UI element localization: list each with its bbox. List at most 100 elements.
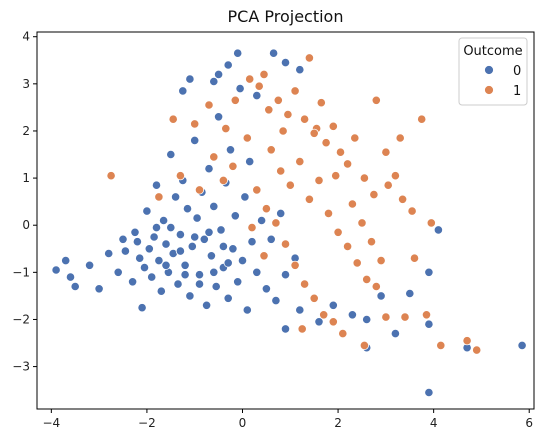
data-point-outcome-1 <box>319 310 329 320</box>
x-tick-label: −4 <box>42 416 60 430</box>
data-point-outcome-1 <box>397 194 408 204</box>
data-point-outcome-0 <box>237 255 248 266</box>
data-point-outcome-0 <box>214 69 224 80</box>
data-point-outcome-0 <box>252 267 262 277</box>
data-point-outcome-0 <box>242 305 252 315</box>
data-point-outcome-1 <box>357 218 367 228</box>
data-point-outcome-0 <box>120 246 131 256</box>
data-point-outcome-1 <box>228 161 238 171</box>
data-point-outcome-0 <box>405 288 415 299</box>
data-point-outcome-1 <box>218 175 228 185</box>
data-point-outcome-0 <box>276 208 286 218</box>
data-point-outcome-1 <box>309 128 319 138</box>
y-tick-label: 1 <box>22 171 30 185</box>
data-point-outcome-0 <box>161 260 171 270</box>
data-point-outcome-1 <box>316 98 326 108</box>
legend-label-1: 1 <box>513 84 521 99</box>
data-point-outcome-0 <box>156 286 166 296</box>
data-point-outcome-0 <box>424 387 434 398</box>
data-point-outcome-1 <box>347 199 357 209</box>
data-point-outcome-0 <box>314 317 324 327</box>
data-point-outcome-1 <box>462 336 472 346</box>
data-point-outcome-1 <box>252 185 262 195</box>
data-point-outcome-1 <box>328 121 338 131</box>
data-point-outcome-0 <box>328 300 338 310</box>
legend: Outcome 0 1 <box>458 37 528 106</box>
data-point-outcome-0 <box>218 241 228 251</box>
data-point-outcome-0 <box>233 277 243 287</box>
data-point-outcome-1 <box>472 345 482 355</box>
data-point-outcome-0 <box>178 86 188 96</box>
data-point-outcome-0 <box>271 295 281 306</box>
data-point-outcome-1 <box>309 293 319 303</box>
chart-title: PCA Projection <box>228 7 344 26</box>
data-point-outcome-1 <box>266 145 276 155</box>
y-tick-label: 3 <box>22 77 30 91</box>
data-point-outcome-1 <box>359 340 369 350</box>
data-point-outcome-0 <box>182 204 193 214</box>
data-point-outcome-0 <box>376 291 386 301</box>
data-point-outcome-0 <box>424 319 434 329</box>
data-point-outcome-1 <box>338 328 348 339</box>
data-point-outcome-1 <box>259 69 269 80</box>
data-point-outcome-1 <box>371 95 381 105</box>
data-point-outcome-0 <box>266 234 276 244</box>
data-point-outcome-1 <box>283 109 293 120</box>
data-point-outcome-1 <box>247 223 257 233</box>
data-point-outcome-1 <box>352 258 362 268</box>
data-point-outcome-1 <box>259 251 269 261</box>
data-point-outcome-1 <box>395 133 405 143</box>
x-tick-label: 6 <box>525 416 533 430</box>
data-point-outcome-1 <box>194 185 205 195</box>
data-point-outcome-1 <box>242 133 252 143</box>
data-point-outcome-1 <box>278 126 288 136</box>
data-point-outcome-1 <box>204 100 214 110</box>
x-tick-label: 0 <box>239 416 247 430</box>
data-point-outcome-1 <box>407 206 417 216</box>
data-point-outcome-1 <box>290 260 300 270</box>
y-tick-label: 0 <box>22 218 30 232</box>
data-point-outcome-0 <box>216 225 226 235</box>
y-tick-label: −1 <box>12 265 30 279</box>
data-point-outcome-1 <box>230 95 240 105</box>
data-point-outcome-0 <box>175 230 185 240</box>
data-point-outcome-0 <box>130 227 140 237</box>
data-point-outcome-0 <box>132 237 142 247</box>
data-point-outcome-0 <box>194 270 205 280</box>
data-point-outcome-1 <box>390 171 400 181</box>
data-point-outcome-0 <box>139 262 150 273</box>
data-point-outcome-0 <box>280 324 291 334</box>
data-point-outcome-1 <box>362 274 372 284</box>
data-point-outcome-1 <box>299 279 310 289</box>
data-point-outcome-1 <box>295 157 305 167</box>
data-point-outcome-0 <box>209 201 219 211</box>
data-point-outcome-0 <box>70 281 80 292</box>
data-point-outcome-0 <box>166 223 176 233</box>
data-point-outcome-0 <box>137 303 147 313</box>
data-point-outcome-0 <box>223 293 233 303</box>
data-point-outcome-0 <box>256 215 267 226</box>
data-point-outcome-1 <box>304 194 314 204</box>
data-point-outcome-1 <box>106 171 116 181</box>
data-point-outcome-1 <box>359 173 369 183</box>
data-point-outcome-0 <box>161 239 171 249</box>
data-point-outcome-0 <box>159 215 169 226</box>
data-point-outcome-0 <box>113 267 123 277</box>
data-point-outcome-0 <box>104 248 114 259</box>
data-point-outcome-1 <box>304 53 314 63</box>
x-tick-label: 2 <box>334 416 342 430</box>
data-point-outcome-1 <box>342 241 353 251</box>
data-point-outcome-0 <box>295 65 305 75</box>
data-point-outcome-1 <box>369 190 379 200</box>
data-point-outcome-0 <box>175 246 185 256</box>
data-point-outcome-1 <box>426 218 436 228</box>
data-point-outcome-1 <box>328 317 338 327</box>
data-point-outcome-0 <box>240 192 250 202</box>
data-point-outcome-1 <box>221 124 231 134</box>
data-point-outcome-1 <box>321 138 331 148</box>
y-tick-label: −3 <box>12 360 30 374</box>
y-tick-label: −2 <box>12 312 30 326</box>
data-point-outcome-1 <box>280 239 291 249</box>
data-point-outcome-0 <box>206 251 216 261</box>
data-point-outcome-1 <box>175 171 185 181</box>
